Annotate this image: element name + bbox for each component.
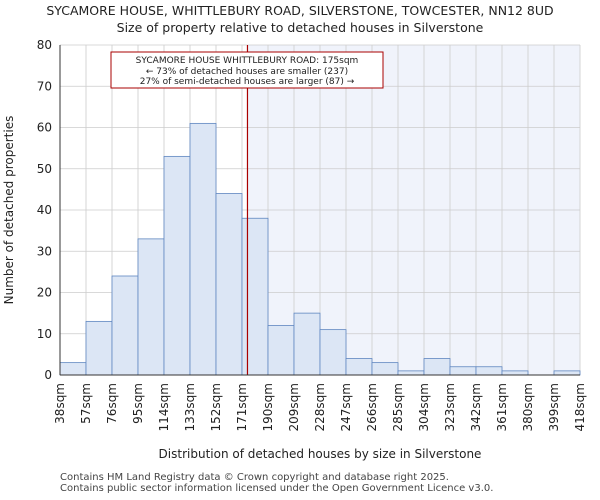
x-tick-label: 209sqm	[287, 383, 301, 431]
y-tick-label: 50	[37, 162, 52, 176]
bar	[371, 362, 399, 376]
x-tick-label: 190sqm	[261, 383, 275, 431]
bar	[111, 275, 139, 376]
x-tick-label: 323sqm	[443, 383, 457, 431]
chart-title-address: SYCAMORE HOUSE, WHITTLEBURY ROAD, SILVER…	[46, 3, 554, 18]
x-tick-label: 171sqm	[235, 383, 249, 431]
bar	[85, 320, 113, 376]
bar	[293, 312, 321, 376]
x-axis-label: Distribution of detached houses by size …	[159, 447, 482, 461]
y-tick-label: 10	[37, 327, 52, 341]
x-tick-label: 380sqm	[521, 383, 535, 431]
bar	[553, 370, 581, 376]
chart-subtitle: Size of property relative to detached ho…	[116, 20, 484, 35]
footer-licence: Contains public sector information licen…	[60, 483, 494, 494]
x-tick-label: 418sqm	[573, 383, 587, 431]
bar	[267, 325, 295, 376]
x-tick-label: 399sqm	[547, 383, 561, 431]
bar	[397, 370, 425, 376]
annotation-line-property: SYCAMORE HOUSE WHITTLEBURY ROAD: 175sqm	[136, 56, 359, 66]
x-tick-label: 247sqm	[339, 383, 353, 431]
bar	[241, 217, 269, 376]
x-tick-label: 342sqm	[469, 383, 483, 431]
annotation-border	[110, 51, 384, 89]
y-tick-label: 70	[37, 79, 52, 93]
y-tick-label: 20	[37, 286, 52, 300]
x-tick-label: 285sqm	[391, 383, 405, 431]
footer-land-registry: Contains HM Land Registry data © Crown c…	[60, 472, 449, 483]
y-tick-labels: 0 10 20 30 40 50 60 70 80	[37, 38, 52, 382]
bar	[163, 155, 191, 376]
annotation-box: SYCAMORE HOUSE WHITTLEBURY ROAD: 175sqm …	[110, 51, 384, 89]
x-tick-labels: 38sqm 57sqm 76sqm 95sqm 114sqm 133sqm 152sqm 17…	[53, 383, 587, 431]
bar	[319, 329, 347, 376]
x-tick-label: 76sqm	[105, 383, 119, 424]
x-tick-label: 304sqm	[417, 383, 431, 431]
x-tick-label: 133sqm	[183, 383, 197, 431]
x-tick-label: 114sqm	[157, 383, 171, 431]
bar	[501, 370, 529, 376]
bar	[423, 358, 451, 376]
bar	[345, 358, 373, 376]
x-tick-label: 57sqm	[79, 383, 93, 424]
bars	[59, 122, 581, 376]
bar	[215, 193, 243, 376]
y-tick-label: 0	[44, 368, 52, 382]
bar	[137, 238, 165, 376]
bar	[449, 366, 477, 376]
y-axis-label: Number of detached properties	[2, 116, 16, 305]
y-tick-label: 40	[37, 203, 52, 217]
annotation-line-larger: 27% of semi-detached houses are larger (…	[140, 77, 355, 87]
bar	[189, 122, 217, 376]
y-tick-label: 60	[37, 121, 52, 135]
y-tick-label: 30	[37, 244, 52, 258]
x-tick-label: 152sqm	[209, 383, 223, 431]
x-tick-label: 228sqm	[313, 383, 327, 431]
x-tick-label: 266sqm	[365, 383, 379, 431]
bar	[475, 366, 503, 376]
x-tick-label: 38sqm	[53, 383, 67, 424]
y-tick-label: 80	[37, 38, 52, 52]
x-tick-label: 95sqm	[131, 383, 145, 424]
bar	[59, 362, 87, 376]
annotation-line-smaller: ← 73% of detached houses are smaller (23…	[146, 67, 348, 77]
x-tick-label: 361sqm	[495, 383, 509, 431]
